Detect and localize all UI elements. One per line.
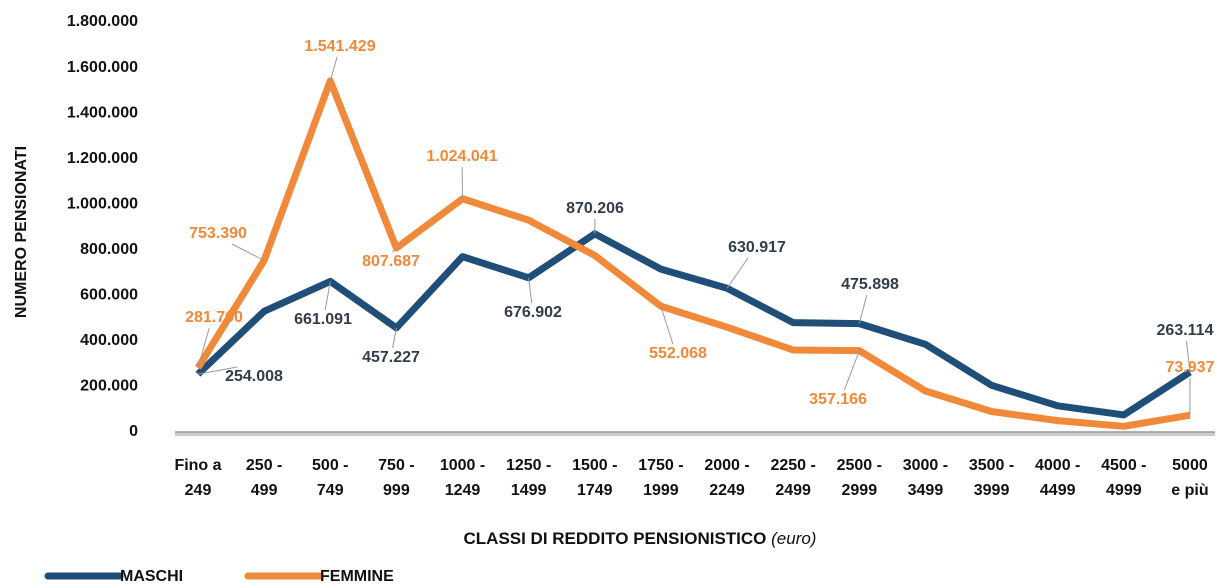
x-tick-label: 3499 <box>908 482 944 499</box>
data-label: 661.091 <box>294 311 352 328</box>
x-tick-label: 1500 - <box>572 457 617 474</box>
x-tick-label: 500 - <box>312 457 348 474</box>
leader-line <box>324 281 331 311</box>
data-label: 630.917 <box>728 239 786 256</box>
leader-line <box>392 327 397 349</box>
x-tick-label: 3500 - <box>969 457 1014 474</box>
leader-line <box>528 277 533 304</box>
data-label: 281.700 <box>185 309 243 326</box>
x-tick-label: Fino a <box>174 457 221 474</box>
x-tick-label: e più <box>1171 482 1208 499</box>
y-tick-label: 600.000 <box>80 287 138 304</box>
data-label: 807.687 <box>362 253 420 270</box>
x-tick-label: 4499 <box>1040 482 1076 499</box>
data-label: 870.206 <box>566 200 624 217</box>
x-axis-title-main: CLASSI DI REDDITO PENSIONISTICO <box>464 529 767 548</box>
data-label: 475.898 <box>841 276 899 293</box>
x-tick-label: 749 <box>317 482 344 499</box>
leader-line <box>843 350 860 391</box>
x-tick-label: 5000 <box>1172 457 1208 474</box>
leader-line <box>392 247 397 253</box>
leader-line <box>660 306 674 345</box>
x-tick-label: 3000 - <box>903 457 948 474</box>
x-tick-label: 999 <box>383 482 410 499</box>
x-axis-title-unit: (euro) <box>771 529 816 548</box>
data-label: 263.114 <box>1157 322 1214 339</box>
data-label: 753.390 <box>189 225 247 242</box>
series-line <box>195 77 1191 430</box>
x-tick-label: 499 <box>251 482 278 499</box>
x-tick-label: 750 - <box>378 457 414 474</box>
leader-line <box>1185 340 1191 373</box>
x-tick-label: 2999 <box>842 482 878 499</box>
x-tick-label: 4000 - <box>1035 457 1080 474</box>
leader-line <box>231 243 265 261</box>
x-tick-label: 1499 <box>511 482 547 499</box>
x-tick-label: 4500 - <box>1101 457 1146 474</box>
x-tick-label: 1250 - <box>506 457 551 474</box>
x-tick-label: 250 - <box>246 457 282 474</box>
leader-line <box>197 327 210 368</box>
y-tick-label: 1.600.000 <box>67 59 138 76</box>
x-tick-label: 2499 <box>775 482 811 499</box>
y-tick-label: 200.000 <box>80 378 138 395</box>
x-tick-label: 2500 - <box>837 457 882 474</box>
x-tick-label: 1249 <box>445 482 481 499</box>
y-axis-title: NUMERO PENSIONATI <box>13 146 30 318</box>
x-tick-label: 249 <box>185 482 212 499</box>
x-tick-label: 2000 - <box>704 457 749 474</box>
data-label: 676.902 <box>504 304 562 321</box>
data-label: 457.227 <box>362 349 420 366</box>
leader-line <box>197 366 238 375</box>
data-label: 1.541.429 <box>304 38 375 55</box>
leader-line <box>329 56 338 82</box>
y-tick-label: 800.000 <box>80 241 138 258</box>
x-tick-label: 1000 - <box>440 457 485 474</box>
legend-label: FEMMINE <box>320 568 394 585</box>
legend-label: MASCHI <box>120 568 183 585</box>
y-tick-label: 1.400.000 <box>67 104 138 121</box>
data-label: 552.068 <box>649 345 707 362</box>
x-tick-label: 3999 <box>974 482 1010 499</box>
data-label: 254.008 <box>225 368 283 385</box>
leader-line <box>858 294 868 324</box>
leader-line <box>726 257 749 289</box>
x-tick-label: 4999 <box>1106 482 1142 499</box>
data-label: 1.024.041 <box>426 148 497 165</box>
y-tick-label: 400.000 <box>80 332 138 349</box>
series-line <box>195 230 1192 419</box>
x-tick-label: 2250 - <box>770 457 815 474</box>
y-tick-label: 1.000.000 <box>67 195 138 212</box>
x-tick-label: 1749 <box>577 482 613 499</box>
x-tick-label: 2249 <box>709 482 745 499</box>
y-tick-label: 1.200.000 <box>67 150 138 167</box>
x-axis-title: CLASSI DI REDDITO PENSIONISTICO (euro) <box>464 529 817 548</box>
y-tick-label: 0 <box>129 423 138 440</box>
data-label: 73.937 <box>1166 359 1215 376</box>
y-tick-label: 1.800.000 <box>67 13 138 30</box>
x-tick-label: 1999 <box>643 482 679 499</box>
data-label: 357.166 <box>809 391 867 408</box>
x-tick-label: 1750 - <box>638 457 683 474</box>
